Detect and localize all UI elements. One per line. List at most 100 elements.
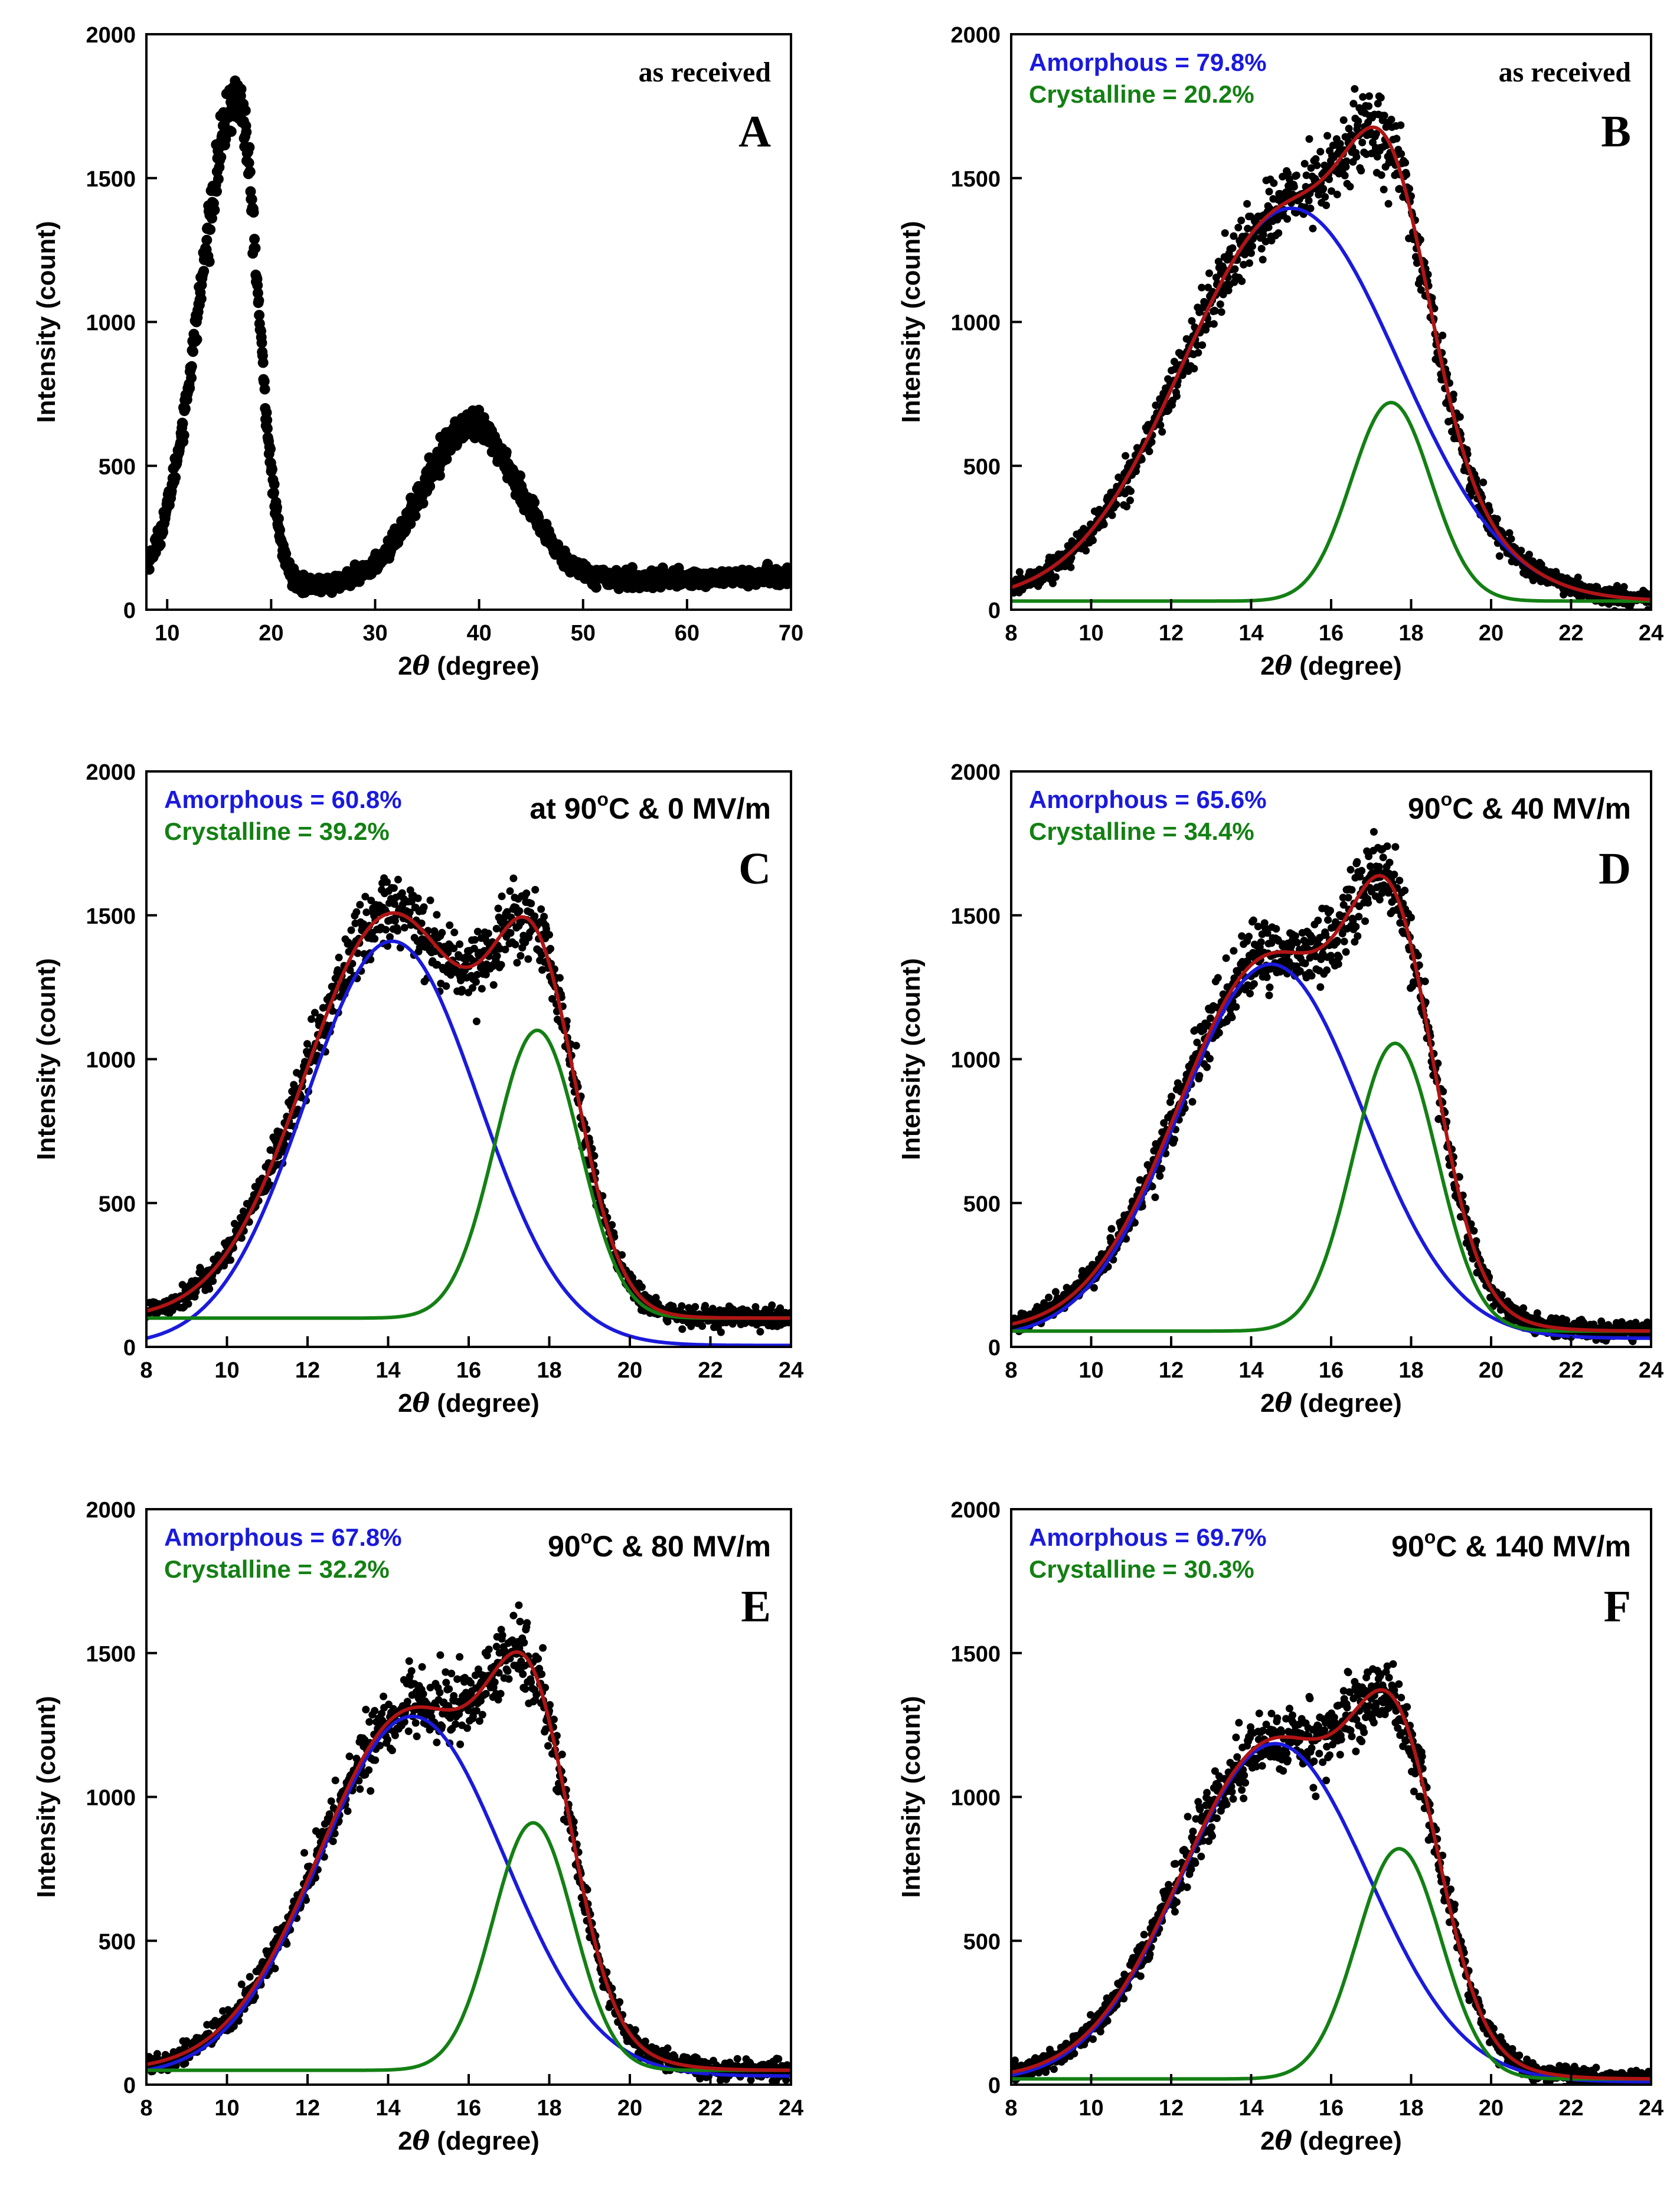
- data-point: [362, 908, 371, 917]
- data-point: [266, 464, 277, 475]
- x-tick-label: 8: [1005, 621, 1017, 646]
- data-point: [177, 418, 188, 429]
- y-tick-label: 500: [99, 1192, 136, 1216]
- data-point: [1145, 447, 1153, 456]
- condition-label: as received: [639, 57, 772, 88]
- data-point: [1620, 583, 1628, 591]
- data-point: [1380, 112, 1388, 120]
- data-point: [244, 166, 256, 178]
- data-point: [1274, 229, 1283, 237]
- data-point: [1352, 153, 1361, 161]
- data-point: [497, 961, 505, 969]
- data-point: [442, 982, 450, 990]
- data-point: [1283, 215, 1292, 223]
- y-tick-label: 2000: [86, 760, 136, 785]
- data-point: [414, 894, 422, 902]
- data-point: [158, 526, 168, 538]
- data-point: [501, 447, 512, 457]
- data-point: [236, 84, 247, 94]
- data-point: [517, 918, 525, 926]
- data-point: [776, 1304, 785, 1312]
- data-point: [262, 423, 273, 434]
- data-point: [1170, 1136, 1178, 1144]
- data-point: [410, 511, 421, 521]
- data-point: [590, 1152, 599, 1160]
- data-point: [1188, 1098, 1197, 1106]
- data-point: [1051, 573, 1060, 581]
- data-point: [1574, 573, 1582, 581]
- data-point: [555, 974, 564, 982]
- data-point: [1198, 283, 1206, 292]
- data-point: [1302, 171, 1310, 179]
- data-point: [1312, 155, 1320, 163]
- data-point: [1387, 116, 1395, 123]
- data-point: [1367, 862, 1374, 871]
- data-point: [179, 403, 191, 414]
- data-point: [1015, 568, 1024, 576]
- data-point: [1373, 153, 1381, 161]
- data-point: [450, 928, 459, 937]
- data-point: [243, 158, 254, 169]
- data-point: [1082, 547, 1090, 555]
- data-point: [1205, 269, 1213, 277]
- data-point: [1341, 171, 1349, 179]
- data-point: [420, 903, 428, 911]
- data-point: [1358, 866, 1366, 875]
- data-point: [1331, 918, 1339, 926]
- y-tick-label: 0: [988, 598, 1001, 623]
- data-point: [1383, 842, 1391, 851]
- data-point: [390, 884, 398, 892]
- data-point: [1156, 1172, 1164, 1180]
- data-point: [1421, 977, 1429, 986]
- data-point: [1449, 390, 1457, 398]
- data-point: [492, 924, 501, 933]
- data-point: [1424, 270, 1432, 279]
- data-point: [457, 976, 465, 984]
- y-tick-label: 500: [963, 1192, 1001, 1216]
- data-point: [472, 978, 480, 986]
- data-point: [1390, 871, 1398, 879]
- data-point: [1339, 901, 1348, 909]
- data-point: [1232, 1003, 1240, 1011]
- data-point: [1202, 326, 1210, 334]
- data-point: [1245, 933, 1253, 941]
- data-point: [1340, 937, 1348, 946]
- data-point: [257, 357, 269, 368]
- data-point: [515, 470, 525, 481]
- data-point: [1301, 959, 1309, 967]
- data-point: [1349, 100, 1358, 108]
- y-tick-label: 1500: [86, 167, 136, 192]
- data-point: [1264, 223, 1273, 231]
- data-point: [383, 878, 391, 886]
- data-point: [1293, 938, 1301, 947]
- data-point: [1049, 579, 1057, 587]
- data-point: [1194, 349, 1202, 357]
- x-tick-label: 20: [1479, 1358, 1503, 1383]
- x-tick-label: 10: [155, 621, 179, 646]
- data-point: [494, 904, 502, 912]
- data-point: [1338, 930, 1346, 938]
- data-point: [1067, 554, 1076, 562]
- data-point: [1407, 914, 1415, 921]
- data-point: [531, 912, 539, 920]
- data-point: [1108, 511, 1116, 519]
- x-tick-label: 12: [1159, 621, 1184, 646]
- data-point: [1456, 413, 1464, 421]
- y-tick-label: 1500: [86, 904, 136, 929]
- data-point: [1089, 537, 1097, 544]
- data-point: [1385, 858, 1394, 866]
- data-point: [469, 984, 476, 992]
- x-tick-label: 60: [675, 621, 700, 646]
- data-point: [450, 944, 458, 953]
- data-point: [1308, 972, 1316, 980]
- data-point: [1290, 182, 1298, 191]
- panel-label-b: B: [1601, 107, 1631, 156]
- x-tick-label: 10: [214, 1358, 239, 1383]
- x-tick-label: 12: [295, 1358, 320, 1383]
- data-point: [1226, 1005, 1234, 1013]
- data-point: [1401, 887, 1409, 895]
- data-point: [1291, 932, 1299, 940]
